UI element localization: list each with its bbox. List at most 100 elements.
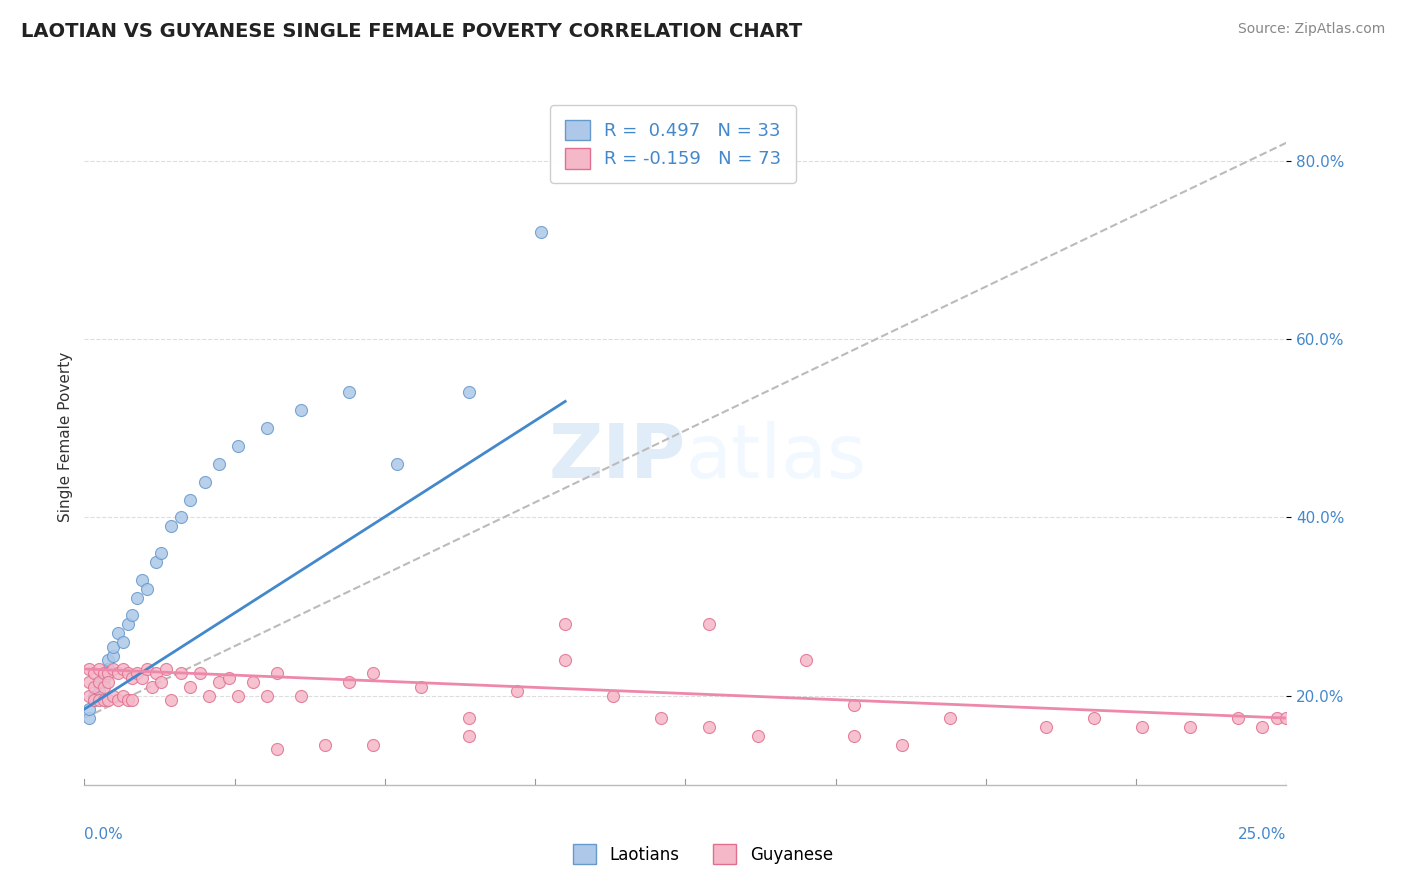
Point: [117, 617, 139, 632]
Point: [458, 385, 481, 400]
Point: [179, 492, 201, 507]
Point: [266, 742, 288, 756]
Point: [87, 693, 110, 707]
Point: [1275, 711, 1298, 725]
Point: [530, 225, 553, 239]
Point: [97, 662, 120, 676]
Point: [127, 666, 149, 681]
Point: [77, 662, 100, 676]
Point: [314, 738, 336, 752]
Point: [145, 555, 167, 569]
Point: [77, 702, 100, 716]
Point: [458, 711, 481, 725]
Point: [93, 666, 115, 681]
Point: [111, 689, 134, 703]
Point: [650, 711, 672, 725]
Point: [83, 689, 105, 703]
Point: [226, 689, 249, 703]
Point: [111, 635, 134, 649]
Point: [127, 591, 149, 605]
Point: [103, 640, 125, 654]
Point: [890, 738, 912, 752]
Point: [385, 457, 408, 471]
Point: [169, 666, 191, 681]
Point: [150, 546, 173, 560]
Point: [87, 684, 110, 698]
Text: atlas: atlas: [686, 421, 866, 494]
Point: [361, 738, 384, 752]
Point: [160, 693, 183, 707]
Point: [179, 680, 201, 694]
Legend: Laotians, Guyanese: Laotians, Guyanese: [567, 838, 839, 871]
Point: [361, 666, 384, 681]
Point: [87, 662, 110, 676]
Point: [226, 439, 249, 453]
Point: [290, 403, 312, 417]
Point: [93, 680, 115, 694]
Point: [169, 510, 191, 524]
Point: [97, 653, 120, 667]
Point: [256, 421, 278, 435]
Text: ZIP: ZIP: [548, 421, 686, 494]
Point: [266, 666, 288, 681]
Point: [121, 608, 143, 623]
Point: [602, 689, 624, 703]
Point: [87, 675, 110, 690]
Point: [337, 675, 360, 690]
Point: [135, 582, 157, 596]
Point: [218, 671, 240, 685]
Point: [97, 666, 120, 681]
Point: [83, 693, 105, 707]
Point: [83, 666, 105, 681]
Point: [1265, 711, 1288, 725]
Legend: R =  0.497   N = 33, R = -0.159   N = 73: R = 0.497 N = 33, R = -0.159 N = 73: [550, 105, 796, 183]
Point: [194, 475, 217, 489]
Point: [256, 689, 278, 703]
Point: [103, 689, 125, 703]
Point: [409, 680, 432, 694]
Point: [77, 711, 100, 725]
Point: [77, 689, 100, 703]
Point: [111, 662, 134, 676]
Point: [290, 689, 312, 703]
Point: [794, 653, 817, 667]
Point: [121, 693, 143, 707]
Point: [103, 662, 125, 676]
Text: 25.0%: 25.0%: [1239, 827, 1286, 841]
Point: [699, 617, 721, 632]
Y-axis label: Single Female Poverty: Single Female Poverty: [58, 352, 73, 522]
Point: [1035, 720, 1057, 734]
Point: [107, 693, 129, 707]
Point: [188, 666, 211, 681]
Point: [1180, 720, 1202, 734]
Point: [842, 729, 865, 743]
Point: [117, 693, 139, 707]
Point: [1083, 711, 1105, 725]
Point: [458, 729, 481, 743]
Point: [93, 671, 115, 685]
Point: [97, 693, 120, 707]
Point: [83, 680, 105, 694]
Point: [155, 662, 177, 676]
Text: 0.0%: 0.0%: [84, 827, 124, 841]
Point: [506, 684, 529, 698]
Text: Source: ZipAtlas.com: Source: ZipAtlas.com: [1237, 22, 1385, 37]
Point: [160, 519, 183, 533]
Point: [117, 666, 139, 681]
Point: [150, 675, 173, 690]
Point: [97, 675, 120, 690]
Point: [554, 617, 576, 632]
Point: [135, 662, 157, 676]
Point: [1130, 720, 1153, 734]
Point: [107, 626, 129, 640]
Point: [77, 675, 100, 690]
Point: [145, 666, 167, 681]
Point: [747, 729, 769, 743]
Point: [131, 671, 153, 685]
Point: [83, 693, 105, 707]
Point: [107, 666, 129, 681]
Point: [131, 573, 153, 587]
Point: [93, 693, 115, 707]
Point: [208, 675, 231, 690]
Point: [939, 711, 962, 725]
